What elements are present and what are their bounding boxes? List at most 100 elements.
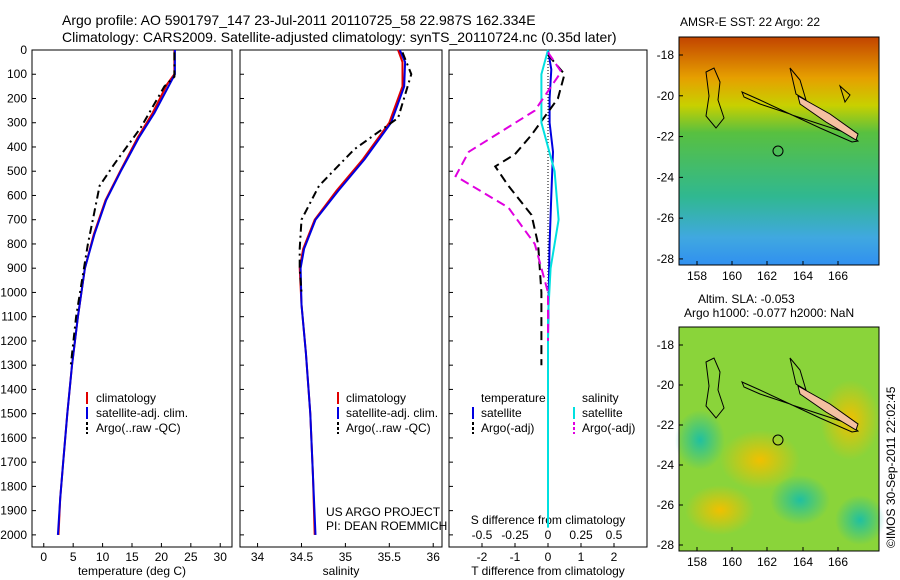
x-tick-label: 15 [125,550,139,564]
difference-legend-s-sat: satellite [582,406,623,420]
map-x-tick-label: 160 [722,555,742,569]
x-tick-label: 35.5 [378,550,402,564]
depth-tick-label: 400 [7,140,27,154]
temperature-legend-sat: satellite-adj. clim. [96,406,188,420]
map-x-tick-label: 164 [793,555,813,569]
depth-tick-label: 1600 [0,431,27,445]
salinity-series-2 [298,52,413,293]
t-difference-axis-label: T difference from climatology [471,564,625,578]
project-credit-line2: PI: DEAN ROEMMICH [326,519,447,533]
sst-map [678,36,880,266]
s-diff-tick-label: 0 [545,528,552,542]
x-tick-label: 0 [40,550,47,564]
argo-position-marker-sla [772,434,784,446]
salinity-legend: climatology satellite-adj. clim. Argo(..… [337,391,438,435]
map-y-tick-label: -28 [657,252,675,266]
difference-legend-s-argo: Argo(-adj) [582,421,635,435]
temperature-legend-clim: climatology [96,391,156,405]
salinity-panel-frame [239,49,443,548]
difference-series-2 [540,49,560,528]
difference-legend-salinity-header: salinity [582,391,619,405]
t-diff-tick-label: -1 [510,550,521,564]
difference-legend-t-sat: satellite [481,406,522,420]
x-tick-label: 25 [184,550,198,564]
map-y-tick-label: -26 [657,498,675,512]
depth-tick-label: 1100 [1,310,27,324]
map-y-tick-label: -28 [657,538,675,552]
temperature-panel-frame [31,49,233,548]
sla-map-title-line1: Altim. SLA: -0.053 [698,292,795,306]
map-x-tick-label: 158 [687,555,707,569]
x-tick-label: 20 [155,550,169,564]
map-y-tick-label: -20 [657,378,675,392]
s-diff-tick-label: 0.25 [569,528,593,542]
depth-tick-label: 1400 [0,382,27,396]
t-diff-tick-label: 0 [545,550,552,564]
depth-tick-label: 1500 [0,407,27,421]
depth-tick-label: 1300 [0,358,27,372]
difference-legend-temperature-header: temperature [481,391,546,405]
map-x-tick-label: 162 [757,555,777,569]
x-tick-label: 10 [96,550,110,564]
x-tick-label: 34 [251,550,265,564]
depth-tick-label: 100 [7,67,27,81]
salinity-axis-label: salinity [323,564,360,578]
depth-tick-label: 1900 [0,504,27,518]
map-y-tick-label: -18 [657,48,675,62]
depth-tick-label: 1700 [0,455,27,469]
sla-map-title-line2: Argo h1000: -0.077 h2000: NaN [684,306,854,320]
difference-series-1 [493,54,566,366]
depth-tick-label: 0 [20,43,27,57]
salinity-legend-argo: Argo(..raw -QC) [346,421,431,435]
temperature-legend: climatology satellite-adj. clim. Argo(..… [86,391,188,435]
depth-tick-label: 500 [7,164,27,178]
map-y-tick-label: -26 [657,211,675,225]
difference-legend-t-argo: Argo(-adj) [481,421,534,435]
map-y-tick-label: -22 [657,418,675,432]
map-x-tick-label: 166 [828,555,848,569]
depth-tick-label: 1000 [0,285,27,299]
difference-series-3 [454,51,563,341]
figure-title-line1: Argo profile: AO 5901797_147 23-Jul-2011… [62,12,536,28]
map-y-tick-label: -18 [657,338,675,352]
depth-tick-label: 800 [7,237,27,251]
figure-title-line2: Climatology: CARS2009. Satellite-adjuste… [62,29,617,45]
project-credit-line1: US ARGO PROJECT [326,505,441,519]
t-diff-tick-label: -2 [477,550,488,564]
imos-timestamp: ©IMOS 30-Sep-2011 22:02:45 [884,386,898,548]
depth-tick-label: 1200 [0,334,27,348]
map-x-tick-label: 164 [793,269,813,283]
map-x-tick-label: 160 [722,269,742,283]
map-y-tick-label: -24 [657,170,675,184]
x-tick-label: 30 [214,550,228,564]
salinity-legend-sat: satellite-adj. clim. [346,406,438,420]
temperature-axis-label: temperature (deg C) [78,564,186,578]
map-y-tick-label: -24 [657,458,675,472]
map-x-tick-label: 162 [757,269,777,283]
sla-map [675,326,885,552]
sst-map-title: AMSR-E SST: 22 Argo: 22 [680,15,820,29]
argo-position-marker-sst [772,145,784,157]
depth-tick-label: 1800 [0,479,27,493]
map-x-tick-label: 166 [828,269,848,283]
depth-tick-label: 2000 [0,528,27,542]
temperature-series-2 [69,52,176,366]
depth-tick-label: 300 [7,116,27,130]
depth-tick-label: 900 [7,261,27,275]
new-caledonia-sla [797,384,859,431]
new-caledonia-sst [797,94,859,141]
t-diff-tick-label: 1 [578,550,585,564]
s-diff-tick-label: 0.5 [606,528,623,542]
x-tick-label: 5 [70,550,77,564]
depth-tick-label: 700 [7,213,27,227]
temperature-legend-argo: Argo(..raw -QC) [96,421,181,435]
x-tick-label: 35 [339,550,353,564]
t-diff-tick-label: 2 [611,550,618,564]
difference-legend: temperature salinity satellite Argo(-adj… [472,391,635,435]
x-tick-label: 34.5 [290,550,314,564]
depth-tick-label: 600 [7,188,27,202]
coastline-sst [705,67,860,143]
salinity-series-1 [299,49,407,535]
map-x-tick-label: 158 [687,269,707,283]
